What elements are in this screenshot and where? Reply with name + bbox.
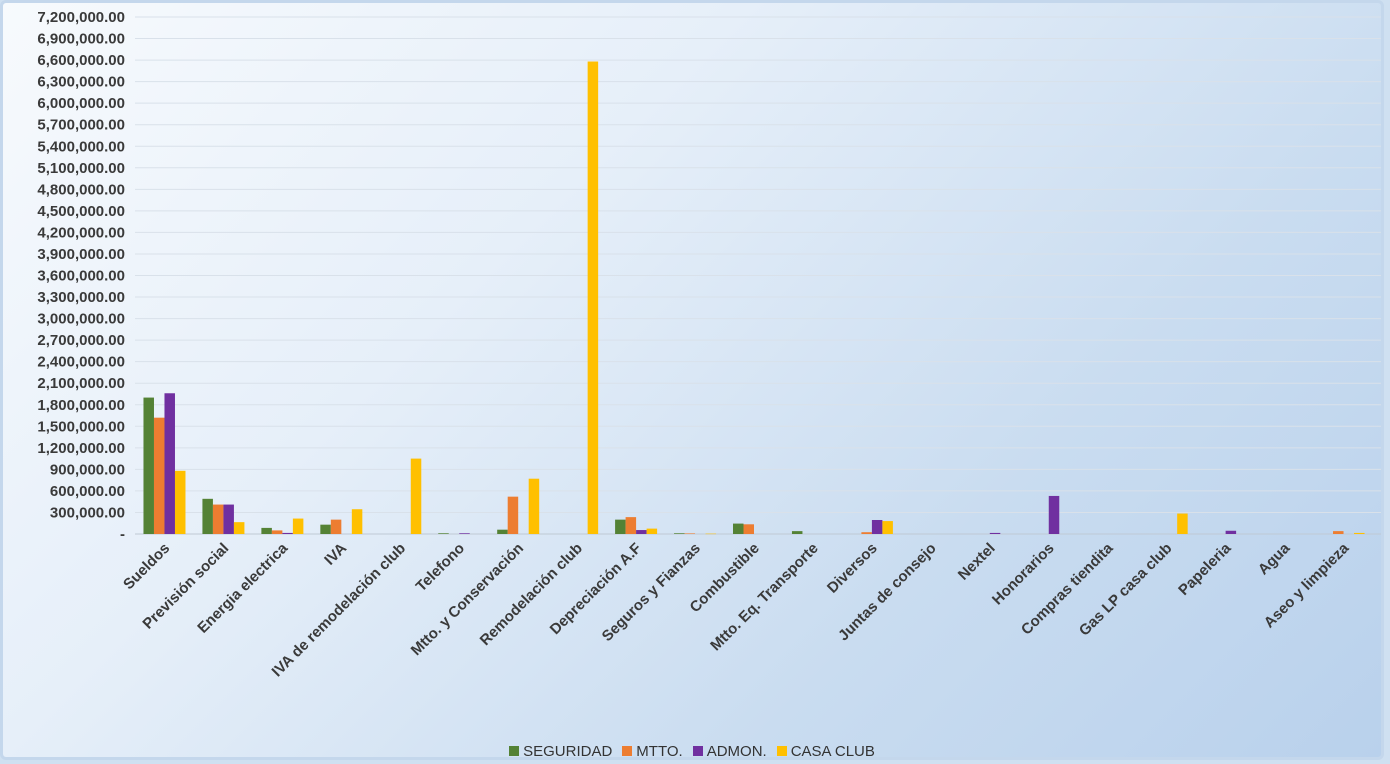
legend-swatch	[692, 746, 703, 756]
bar-casa-club	[233, 522, 245, 534]
legend-swatch	[776, 746, 787, 756]
bar-seguridad	[615, 519, 626, 534]
y-tick-label: 6,600,000.00	[37, 52, 125, 69]
y-tick-label: 6,000,000.00	[37, 95, 125, 112]
legend-label: SEGURIDAD	[523, 742, 613, 760]
y-tick-label: 3,600,000.00	[37, 268, 125, 285]
legend-item: CASA CLUB	[776, 742, 875, 760]
y-tick-label: 6,900,000.00	[37, 31, 125, 48]
bar-admon	[282, 532, 293, 534]
bar-mtto	[743, 524, 754, 534]
bar-mtto	[330, 519, 342, 534]
bar-casa-club	[587, 61, 599, 535]
bar-admon	[871, 519, 883, 534]
bar-seguridad	[791, 531, 803, 534]
bar-seguridad	[497, 529, 508, 534]
y-tick-label: 1,500,000.00	[37, 418, 125, 435]
x-category-label: Papeleria	[1175, 539, 1235, 599]
bar-seguridad	[261, 527, 272, 534]
bar-mtto	[861, 532, 872, 534]
y-tick-label: 2,100,000.00	[37, 375, 125, 392]
legend-item: SEGURIDAD	[509, 742, 613, 760]
bar-admon	[164, 393, 175, 534]
bar-mtto	[625, 517, 637, 534]
legend-item: MTTO.	[622, 742, 683, 760]
y-tick-label: 600,000.00	[50, 483, 125, 500]
x-category-label: Remodelación club	[477, 540, 586, 649]
y-tick-label: 3,000,000.00	[37, 311, 125, 328]
x-category-label: Agua	[1255, 539, 1294, 578]
bar-casa-club	[705, 533, 717, 535]
bar-admon	[989, 532, 1001, 534]
bar-mtto	[153, 417, 165, 534]
y-tick-label: 5,400,000.00	[37, 138, 125, 155]
legend-swatch	[509, 746, 520, 756]
legend-label: CASA CLUB	[790, 742, 875, 760]
bar-casa-club	[174, 470, 186, 534]
bar-admon	[1225, 530, 1237, 534]
bar-seguridad	[733, 523, 744, 534]
bar-chart: - 300,000.00 600,000.00 900,000.00 1,200,000…	[37, 9, 1381, 680]
y-tick-label: 1,200,000.00	[37, 440, 125, 457]
y-tick-label: 900,000.00	[50, 461, 125, 478]
x-category-label: Diversos	[824, 540, 881, 597]
y-tick-label: 300,000.00	[50, 504, 125, 521]
bar-admon	[636, 530, 647, 534]
bar-admon	[459, 533, 470, 534]
y-tick-label: 6,300,000.00	[37, 74, 125, 91]
bar-casa-club	[351, 509, 363, 534]
y-tick-label: 4,200,000.00	[37, 224, 125, 241]
y-tick-label: 4,800,000.00	[37, 181, 125, 198]
y-tick-label: 4,500,000.00	[37, 203, 125, 220]
bar-seguridad	[202, 498, 213, 534]
bar-mtto	[212, 504, 224, 534]
x-category-label: Sueldos	[120, 540, 173, 593]
x-category-label: Telefono	[413, 540, 468, 595]
bar-admon	[223, 504, 234, 534]
x-category-label: IVA	[321, 540, 350, 569]
y-tick-label: 3,900,000.00	[37, 246, 125, 263]
bar-casa-club	[528, 478, 540, 534]
y-tick-label: 2,400,000.00	[37, 354, 125, 371]
bar-seguridad	[438, 533, 449, 534]
gridlines	[135, 16, 1381, 535]
legend-label: MTTO.	[636, 742, 683, 760]
y-tick-label: 7,200,000.00	[37, 9, 125, 26]
bar-mtto	[507, 496, 519, 534]
legend-item: ADMON.	[692, 742, 767, 760]
y-tick-label: 1,800,000.00	[37, 397, 125, 414]
bars	[143, 61, 1365, 535]
y-tick-label: 3,300,000.00	[37, 289, 125, 306]
bar-admon	[1048, 495, 1060, 534]
bar-casa-club	[882, 521, 893, 534]
bar-seguridad	[320, 524, 331, 534]
bar-casa-club	[646, 528, 658, 534]
x-category-label: Mtto. Eq. Transporte	[707, 540, 822, 655]
bar-casa-club	[410, 458, 422, 534]
bar-casa-club	[1177, 513, 1188, 534]
x-category-label: Seguros y Fianzas	[599, 540, 704, 645]
y-axis-ticks: - 300,000.00 600,000.00 900,000.00 1,200,000…	[37, 9, 125, 543]
bar-seguridad	[143, 397, 154, 534]
bar-mtto	[684, 533, 696, 534]
y-tick-label: 5,700,000.00	[37, 117, 125, 134]
x-category-label: Nextel	[955, 540, 999, 584]
legend-swatch	[622, 746, 633, 756]
y-tick-label: -	[120, 526, 125, 543]
legend: SEGURIDAD MTTO. ADMON. CASA CLUB	[3, 741, 1381, 760]
y-tick-label: 5,100,000.00	[37, 160, 125, 177]
x-category-label: Mtto. y Conservación	[408, 540, 527, 659]
x-category-label: Juntas de consejo	[835, 540, 940, 645]
bar-mtto	[1333, 531, 1344, 534]
bar-casa-club	[1354, 532, 1365, 534]
legend-label: ADMON.	[706, 742, 767, 760]
bar-casa-club	[292, 518, 304, 534]
bar-seguridad	[674, 533, 685, 534]
bar-mtto	[271, 530, 283, 534]
y-tick-label: 2,700,000.00	[37, 332, 125, 349]
